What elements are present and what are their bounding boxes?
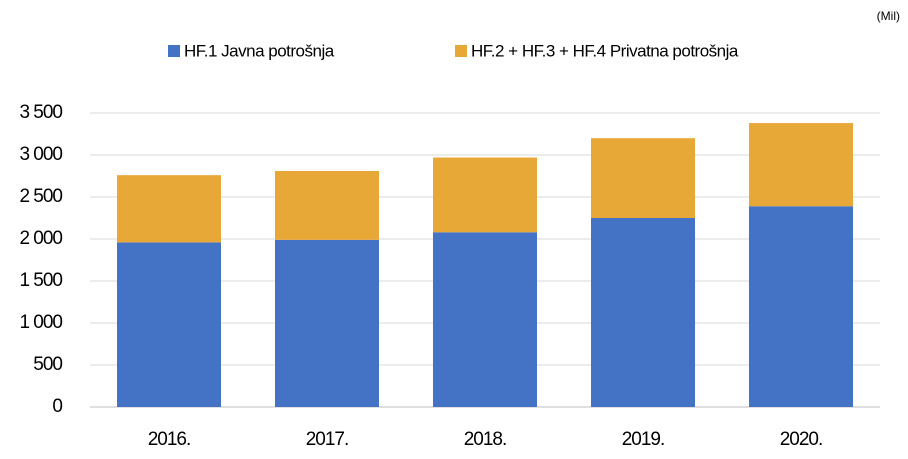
bar-segment <box>749 123 853 207</box>
bar-segment <box>275 170 379 240</box>
y-tick-label: 1 000 <box>19 312 62 333</box>
bar-segment <box>433 232 537 407</box>
legend-swatch <box>455 45 467 57</box>
y-tick-label: 0 <box>52 396 62 417</box>
y-tick-label: 2 500 <box>19 186 62 207</box>
y-tick-label: 3 000 <box>19 144 62 165</box>
bar-segment <box>749 206 853 407</box>
legend-label: HF.1 Javna potrošnja <box>184 41 335 60</box>
legend-swatch <box>168 45 180 57</box>
y-tick-label: 3 500 <box>19 102 62 123</box>
bar-segment <box>275 239 379 407</box>
bar-segment <box>591 218 695 407</box>
bar-segment <box>117 242 221 407</box>
y-tick-label: 2 000 <box>19 228 62 249</box>
x-tick-label: 2016. <box>148 429 191 450</box>
bar-segment <box>433 157 537 233</box>
x-tick-label: 2017. <box>306 429 349 450</box>
y-tick-label: 1 500 <box>19 270 62 291</box>
bar-segment <box>591 138 695 218</box>
unit-note: (Mil) <box>877 9 900 23</box>
legend-label: HF.2 + HF.3 + HF.4 Privatna potrošnja <box>471 41 739 60</box>
x-tick-label: 2019. <box>622 429 665 450</box>
y-tick-label: 500 <box>33 354 62 375</box>
bar-segment <box>117 175 221 243</box>
x-tick-label: 2020. <box>780 429 823 450</box>
x-tick-label: 2018. <box>464 429 507 450</box>
